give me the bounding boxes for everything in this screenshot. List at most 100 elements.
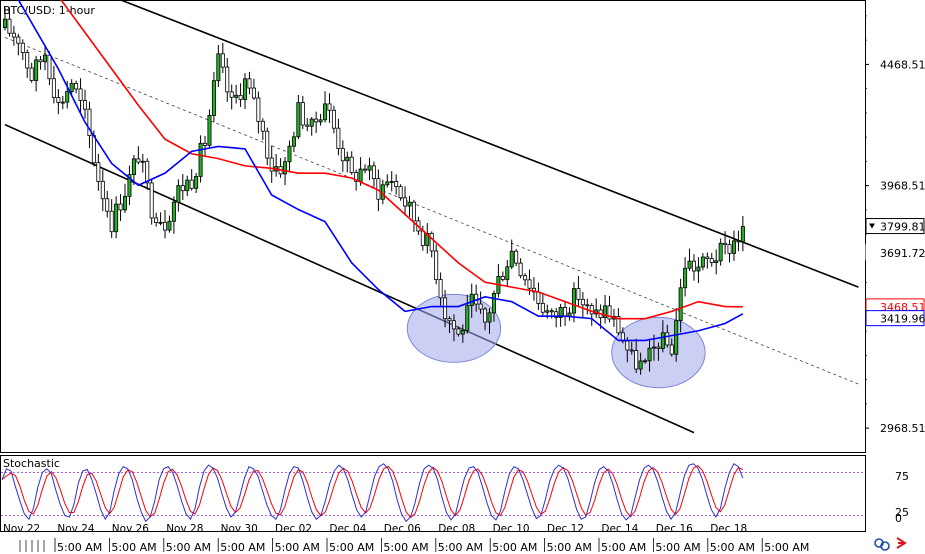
candle-body (56, 97, 61, 103)
candle-body (527, 279, 532, 289)
candle-body (723, 242, 728, 246)
candle-body (260, 120, 265, 132)
candle-body (451, 320, 456, 330)
candle-body (349, 156, 354, 173)
candle-body (589, 305, 594, 315)
x-time-label: 5:00 AM (764, 541, 809, 554)
stochastic-label: Stochastic (3, 457, 60, 470)
candle-body (540, 303, 545, 313)
x-date-label: Dec 16 (656, 523, 693, 535)
x-date-label: Nov 24 (57, 523, 95, 535)
candle-body (700, 256, 705, 268)
x-date-label: Dec 06 (384, 523, 421, 535)
candle-body (509, 250, 514, 268)
candle-body (318, 119, 323, 123)
x-time-label: 5:00 AM (438, 541, 483, 554)
candle-body (171, 201, 176, 222)
candle-body (96, 162, 101, 182)
candle-body (385, 181, 390, 186)
candle-body (683, 267, 688, 289)
candle-body (78, 88, 83, 101)
candle-body (660, 332, 665, 349)
candle-body (11, 32, 16, 38)
candle-body (43, 54, 48, 63)
candle-body (149, 182, 154, 219)
candle-body (483, 308, 488, 323)
y-tick-label: 4468.51 (880, 58, 925, 71)
candle-body (354, 172, 359, 182)
candle-body (118, 203, 123, 211)
candle-body (163, 221, 168, 231)
candle-body (38, 59, 43, 63)
candle-body (176, 185, 181, 203)
candle-body (638, 360, 643, 370)
candle-body (718, 242, 723, 262)
candle-body (207, 115, 212, 146)
candle-body (549, 310, 554, 313)
candle-body (656, 346, 661, 349)
candle-body (465, 305, 470, 331)
candle-body (7, 18, 12, 34)
x-date-label: Dec 02 (275, 523, 312, 535)
candle-body (225, 66, 230, 93)
candle-body (691, 260, 696, 272)
candle-body (25, 52, 30, 69)
candle-body (323, 103, 328, 121)
candle-body (336, 127, 341, 149)
candle-body (74, 83, 79, 90)
candle-body (425, 232, 430, 246)
candle-body (625, 340, 630, 351)
candle-body (211, 80, 216, 116)
x-date-label: Nov 28 (166, 523, 203, 535)
channel-lower-line (4, 123, 695, 434)
candle-body (554, 311, 559, 318)
candle-body (3, 18, 8, 29)
candle-body (665, 332, 670, 346)
candle-body (394, 181, 399, 187)
stochastic-tick-label: 75 (895, 470, 909, 483)
candle-body (131, 158, 136, 175)
candle-body (363, 168, 368, 171)
candle-body (389, 181, 394, 183)
time-axis: Nov 22 5:00 AM Nov 24 5:00 AM Nov 26 5:00 AM N… (3, 523, 809, 554)
candle-body (403, 197, 408, 207)
candle-body (536, 291, 541, 304)
candle-body (256, 97, 261, 122)
triangle-icon (869, 223, 875, 229)
candle-body (180, 185, 185, 192)
candle-body (603, 305, 608, 318)
candle-body (65, 91, 70, 103)
candle-body (51, 78, 56, 98)
candle-body (616, 316, 621, 334)
candle-body (243, 78, 248, 100)
candle-body (447, 318, 452, 322)
arrow-icon[interactable] (896, 537, 907, 549)
candle-body (518, 262, 523, 277)
candle-body (189, 179, 194, 189)
stochastic-tick-label: 25 (895, 506, 909, 519)
candle-body (714, 260, 719, 263)
candle-body (47, 54, 52, 80)
stochastic-tick-label: 0 (895, 512, 902, 525)
x-date-label: Dec 04 (329, 523, 366, 535)
candle-body (500, 276, 505, 280)
x-time-label: 5:00 AM (601, 541, 646, 554)
candle-body (740, 226, 745, 243)
link-icon[interactable] (874, 538, 890, 551)
candle-body (736, 240, 741, 243)
candle-body (203, 142, 208, 146)
stochastic-d-line (1, 465, 744, 519)
candle-body (194, 175, 199, 189)
candle-body (158, 221, 163, 224)
candle-body (20, 42, 25, 53)
candle-body (136, 158, 141, 163)
candle-body (91, 135, 96, 164)
candle-body (678, 287, 683, 322)
candle-body (287, 145, 292, 163)
stochastic-k-line (1, 463, 744, 523)
candle-body (576, 288, 581, 300)
candle-body (87, 108, 92, 137)
x-time-label: 5:00 AM (220, 541, 265, 554)
